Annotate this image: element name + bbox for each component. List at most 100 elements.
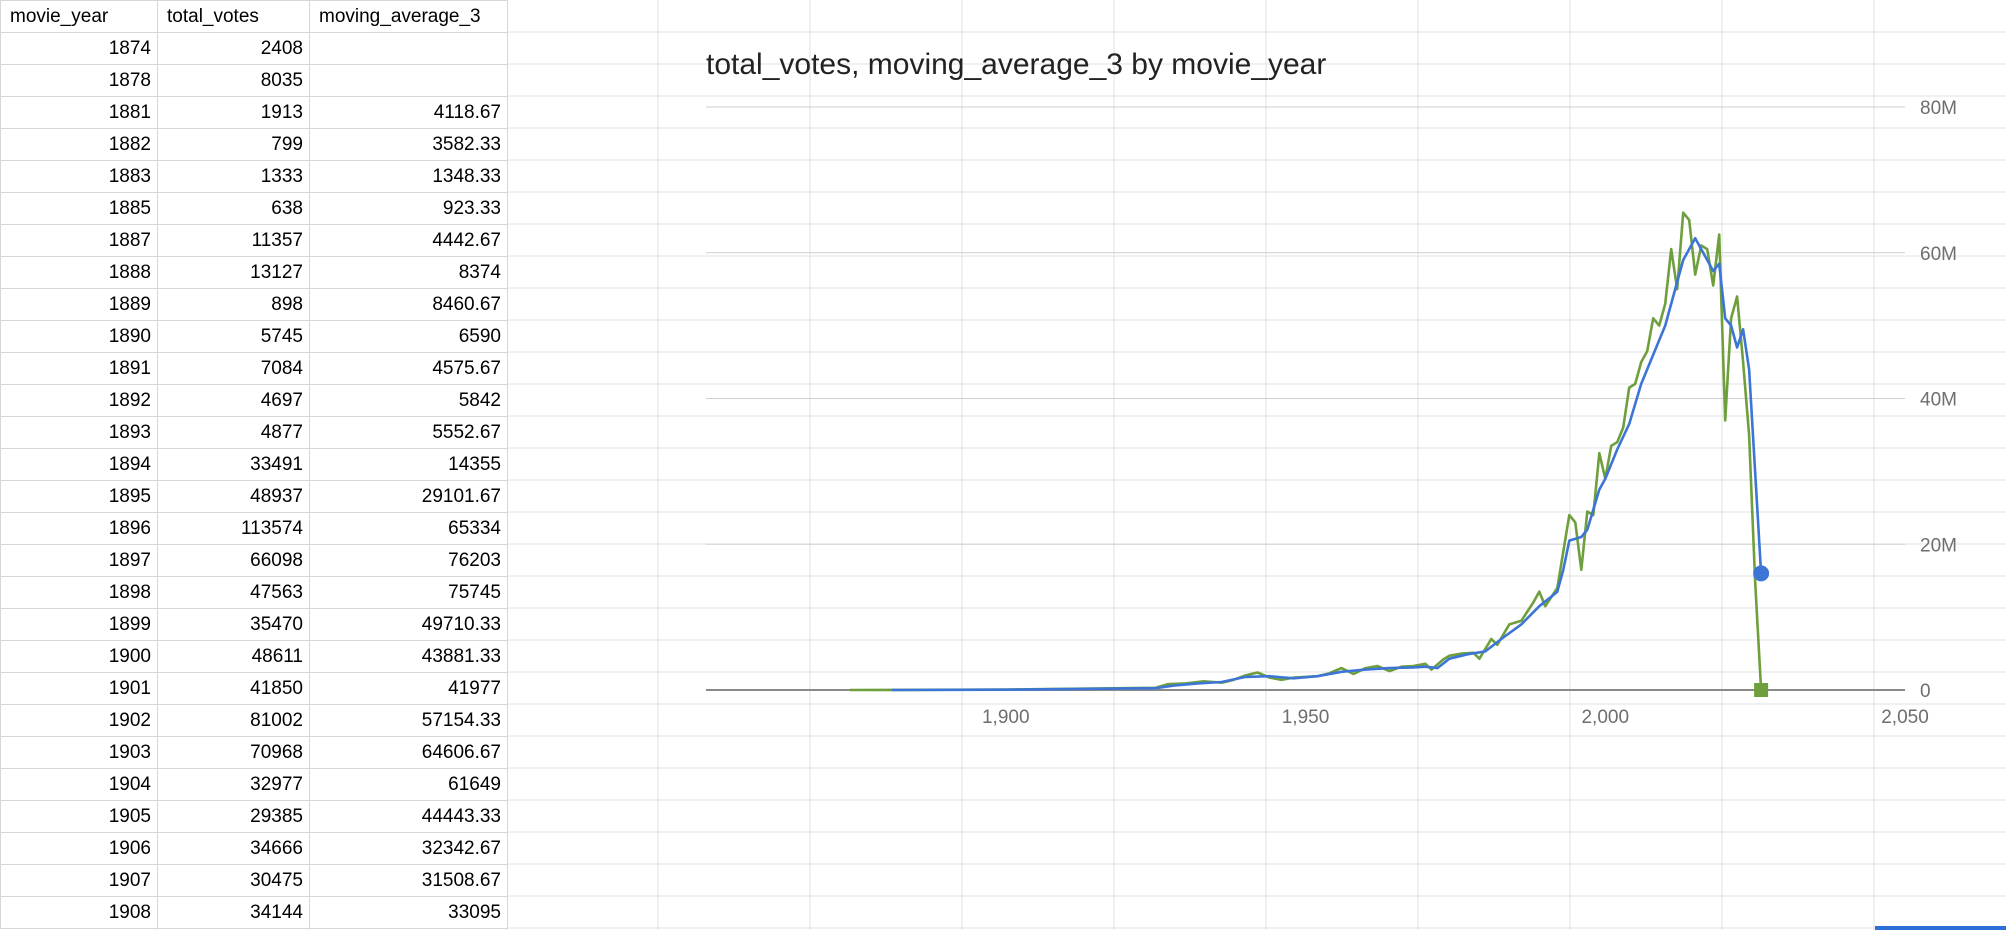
cell-moving-average-3[interactable]: 4575.67 bbox=[309, 352, 508, 385]
header-cell-moving-average-3[interactable]: moving_average_3 bbox=[309, 0, 508, 33]
cell-total-votes[interactable]: 13127 bbox=[157, 256, 310, 289]
cell-total-votes[interactable]: 33491 bbox=[157, 448, 310, 481]
y-tick-label: 20M bbox=[1920, 535, 1957, 556]
cell-moving-average-3[interactable]: 49710.33 bbox=[309, 608, 508, 641]
cell-moving-average-3[interactable]: 64606.67 bbox=[309, 736, 508, 769]
cell-total-votes[interactable]: 29385 bbox=[157, 800, 310, 833]
cell-movie-year[interactable]: 1882 bbox=[0, 128, 158, 161]
cell-moving-average-3[interactable]: 4442.67 bbox=[309, 224, 508, 257]
cell-movie-year[interactable]: 1894 bbox=[0, 448, 158, 481]
cell-moving-average-3[interactable]: 29101.67 bbox=[309, 480, 508, 513]
table-row: 1891 7084 4575.67 bbox=[0, 352, 508, 385]
cell-moving-average-3[interactable]: 6590 bbox=[309, 320, 508, 353]
table-row: 1901 41850 41977 bbox=[0, 672, 508, 705]
table-row: 1883 1333 1348.33 bbox=[0, 160, 508, 193]
cell-total-votes[interactable]: 8035 bbox=[157, 64, 310, 97]
x-tick-label: 2,050 bbox=[1881, 707, 1929, 728]
cell-moving-average-3[interactable]: 8460.67 bbox=[309, 288, 508, 321]
cell-total-votes[interactable]: 48937 bbox=[157, 480, 310, 513]
cell-movie-year[interactable]: 1906 bbox=[0, 832, 158, 865]
cell-moving-average-3[interactable]: 76203 bbox=[309, 544, 508, 577]
chart-axes: 0 20M 40M 60M 80M 1,900 1,950 2,000 2,050 bbox=[706, 98, 1957, 728]
cell-moving-average-3[interactable]: 14355 bbox=[309, 448, 508, 481]
table-row: 1885 638 923.33 bbox=[0, 192, 508, 225]
cell-total-votes[interactable]: 70968 bbox=[157, 736, 310, 769]
cell-total-votes[interactable]: 81002 bbox=[157, 704, 310, 737]
series-line-total-votes[interactable] bbox=[849, 211, 1763, 692]
cell-total-votes[interactable]: 34666 bbox=[157, 832, 310, 865]
cell-total-votes[interactable]: 66098 bbox=[157, 544, 310, 577]
cell-movie-year[interactable]: 1904 bbox=[0, 768, 158, 801]
cell-movie-year[interactable]: 1903 bbox=[0, 736, 158, 769]
cell-movie-year[interactable]: 1902 bbox=[0, 704, 158, 737]
cell-total-votes[interactable]: 48611 bbox=[157, 640, 310, 673]
cell-movie-year[interactable]: 1898 bbox=[0, 576, 158, 609]
cell-movie-year[interactable]: 1900 bbox=[0, 640, 158, 673]
series-line-moving-average-3[interactable] bbox=[891, 236, 1763, 692]
cell-movie-year[interactable]: 1899 bbox=[0, 608, 158, 641]
cell-moving-average-3[interactable]: 75745 bbox=[309, 576, 508, 609]
cell-moving-average-3[interactable]: 65334 bbox=[309, 512, 508, 545]
cell-moving-average-3[interactable]: 33095 bbox=[309, 896, 508, 929]
cell-movie-year[interactable]: 1901 bbox=[0, 672, 158, 705]
cell-moving-average-3[interactable]: 41977 bbox=[309, 672, 508, 705]
series-end-marker-total-votes[interactable] bbox=[1754, 683, 1769, 697]
table-row: 1897 66098 76203 bbox=[0, 544, 508, 577]
cell-total-votes[interactable]: 4877 bbox=[157, 416, 310, 449]
header-cell-total-votes[interactable]: total_votes bbox=[157, 0, 310, 33]
cell-total-votes[interactable]: 34144 bbox=[157, 896, 310, 929]
cell-movie-year[interactable]: 1889 bbox=[0, 288, 158, 321]
cell-total-votes[interactable]: 2408 bbox=[157, 32, 310, 65]
cell-moving-average-3[interactable]: 32342.67 bbox=[309, 832, 508, 865]
cell-total-votes[interactable]: 41850 bbox=[157, 672, 310, 705]
cell-movie-year[interactable]: 1895 bbox=[0, 480, 158, 513]
cell-movie-year[interactable]: 1878 bbox=[0, 64, 158, 97]
cell-total-votes[interactable]: 4697 bbox=[157, 384, 310, 417]
cell-total-votes[interactable]: 638 bbox=[157, 192, 310, 225]
cell-total-votes[interactable]: 7084 bbox=[157, 352, 310, 385]
cell-total-votes[interactable]: 11357 bbox=[157, 224, 310, 257]
cell-moving-average-3[interactable]: 31508.67 bbox=[309, 864, 508, 897]
cell-moving-average-3[interactable]: 43881.33 bbox=[309, 640, 508, 673]
cell-movie-year[interactable]: 1888 bbox=[0, 256, 158, 289]
cell-moving-average-3[interactable]: 5552.67 bbox=[309, 416, 508, 449]
cell-total-votes[interactable]: 35470 bbox=[157, 608, 310, 641]
cell-movie-year[interactable]: 1897 bbox=[0, 544, 158, 577]
cell-movie-year[interactable]: 1874 bbox=[0, 32, 158, 65]
sheet-scroll-indicator[interactable] bbox=[1875, 926, 2006, 930]
cell-moving-average-3[interactable]: 923.33 bbox=[309, 192, 508, 225]
series-end-marker-moving-average-3[interactable] bbox=[1753, 565, 1770, 582]
y-tick-label: 40M bbox=[1920, 390, 1957, 411]
cell-total-votes[interactable]: 5745 bbox=[157, 320, 310, 353]
table-row: 1902 81002 57154.33 bbox=[0, 704, 508, 737]
cell-movie-year[interactable]: 1907 bbox=[0, 864, 158, 897]
cell-movie-year[interactable]: 1885 bbox=[0, 192, 158, 225]
x-tick-label: 2,000 bbox=[1581, 707, 1629, 728]
cell-movie-year[interactable]: 1908 bbox=[0, 896, 158, 929]
cell-movie-year[interactable]: 1887 bbox=[0, 224, 158, 257]
cell-moving-average-3[interactable] bbox=[309, 64, 508, 97]
cell-total-votes[interactable]: 799 bbox=[157, 128, 310, 161]
table-row: 1890 5745 6590 bbox=[0, 320, 508, 353]
cell-moving-average-3[interactable]: 8374 bbox=[309, 256, 508, 289]
cell-movie-year[interactable]: 1896 bbox=[0, 512, 158, 545]
table-row: 1907 30475 31508.67 bbox=[0, 864, 508, 897]
cell-movie-year[interactable]: 1893 bbox=[0, 416, 158, 449]
cell-movie-year[interactable]: 1883 bbox=[0, 160, 158, 193]
cell-moving-average-3[interactable]: 4118.67 bbox=[309, 96, 508, 129]
cell-total-votes[interactable]: 898 bbox=[157, 288, 310, 321]
cell-moving-average-3[interactable]: 57154.33 bbox=[309, 704, 508, 737]
cell-movie-year[interactable]: 1905 bbox=[0, 800, 158, 833]
cell-movie-year[interactable]: 1891 bbox=[0, 352, 158, 385]
chart-gridlines bbox=[706, 106, 1905, 545]
cell-moving-average-3[interactable] bbox=[309, 32, 508, 65]
cell-total-votes[interactable]: 113574 bbox=[157, 512, 310, 545]
cell-total-votes[interactable]: 1333 bbox=[157, 160, 310, 193]
cell-total-votes[interactable]: 47563 bbox=[157, 576, 310, 609]
cell-moving-average-3[interactable]: 1348.33 bbox=[309, 160, 508, 193]
cell-moving-average-3[interactable]: 3582.33 bbox=[309, 128, 508, 161]
table-row: 1878 8035 bbox=[0, 64, 508, 97]
table-row: 1903 70968 64606.67 bbox=[0, 736, 508, 769]
cell-moving-average-3[interactable]: 61649 bbox=[309, 768, 508, 801]
